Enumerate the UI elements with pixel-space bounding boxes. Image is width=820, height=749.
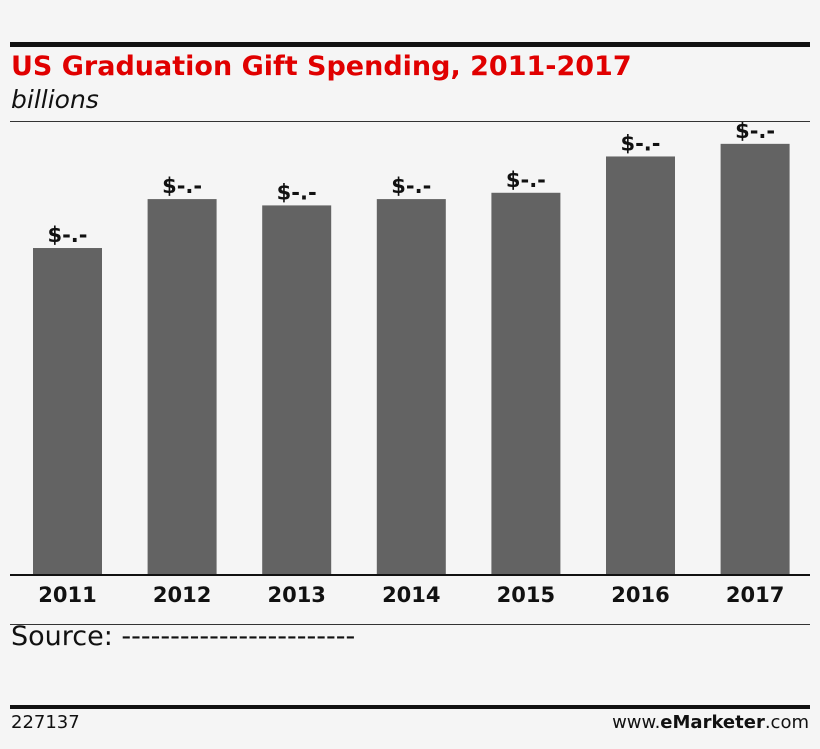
bottom-rule — [10, 705, 810, 709]
x-tick-2017: 2017 — [726, 583, 784, 607]
brand-name: eMarketer — [660, 712, 765, 733]
top-rule — [10, 42, 810, 47]
chart-id: 227137 — [11, 712, 80, 733]
x-tick-2011: 2011 — [38, 583, 96, 607]
x-axis-line — [10, 574, 810, 576]
x-tick-2014: 2014 — [382, 583, 440, 607]
brand-url[interactable]: www.eMarketer.com — [612, 712, 809, 733]
data-label-2017: $-.- — [735, 122, 775, 143]
source-rule — [10, 624, 810, 625]
header-rule — [10, 121, 810, 122]
brand-suffix: .com — [764, 712, 809, 733]
brand-prefix: www. — [612, 712, 661, 733]
bar-2015 — [491, 192, 561, 574]
data-label-2013: $-.- — [277, 180, 317, 204]
bar-chart: $-.- 2011 $-.- 2012 $-.- 2013 $-.- 2014 $-.- 2015… — [10, 122, 810, 607]
x-tick-2012: 2012 — [153, 583, 211, 607]
data-label-2011: $-.- — [47, 223, 87, 247]
bar-2014 — [376, 199, 446, 574]
x-tick-2013: 2013 — [267, 583, 325, 607]
source-note: Source: ------------------------ — [11, 621, 356, 652]
data-label-2015: $-.- — [506, 168, 546, 192]
chart-title: US Graduation Gift Spending, 2011-2017 — [11, 51, 632, 82]
data-label-2012: $-.- — [162, 174, 202, 198]
x-tick-2016: 2016 — [611, 583, 669, 607]
x-tick-2015: 2015 — [497, 583, 555, 607]
chart-subtitle: billions — [11, 85, 99, 114]
bar-2011 — [33, 248, 102, 574]
data-label-2016: $-.- — [620, 131, 660, 155]
data-label-2014: $-.- — [391, 174, 431, 198]
bar-2013 — [262, 205, 332, 574]
bar-2012 — [147, 199, 217, 574]
bar-2016 — [606, 156, 675, 574]
bar-2017 — [720, 143, 790, 574]
